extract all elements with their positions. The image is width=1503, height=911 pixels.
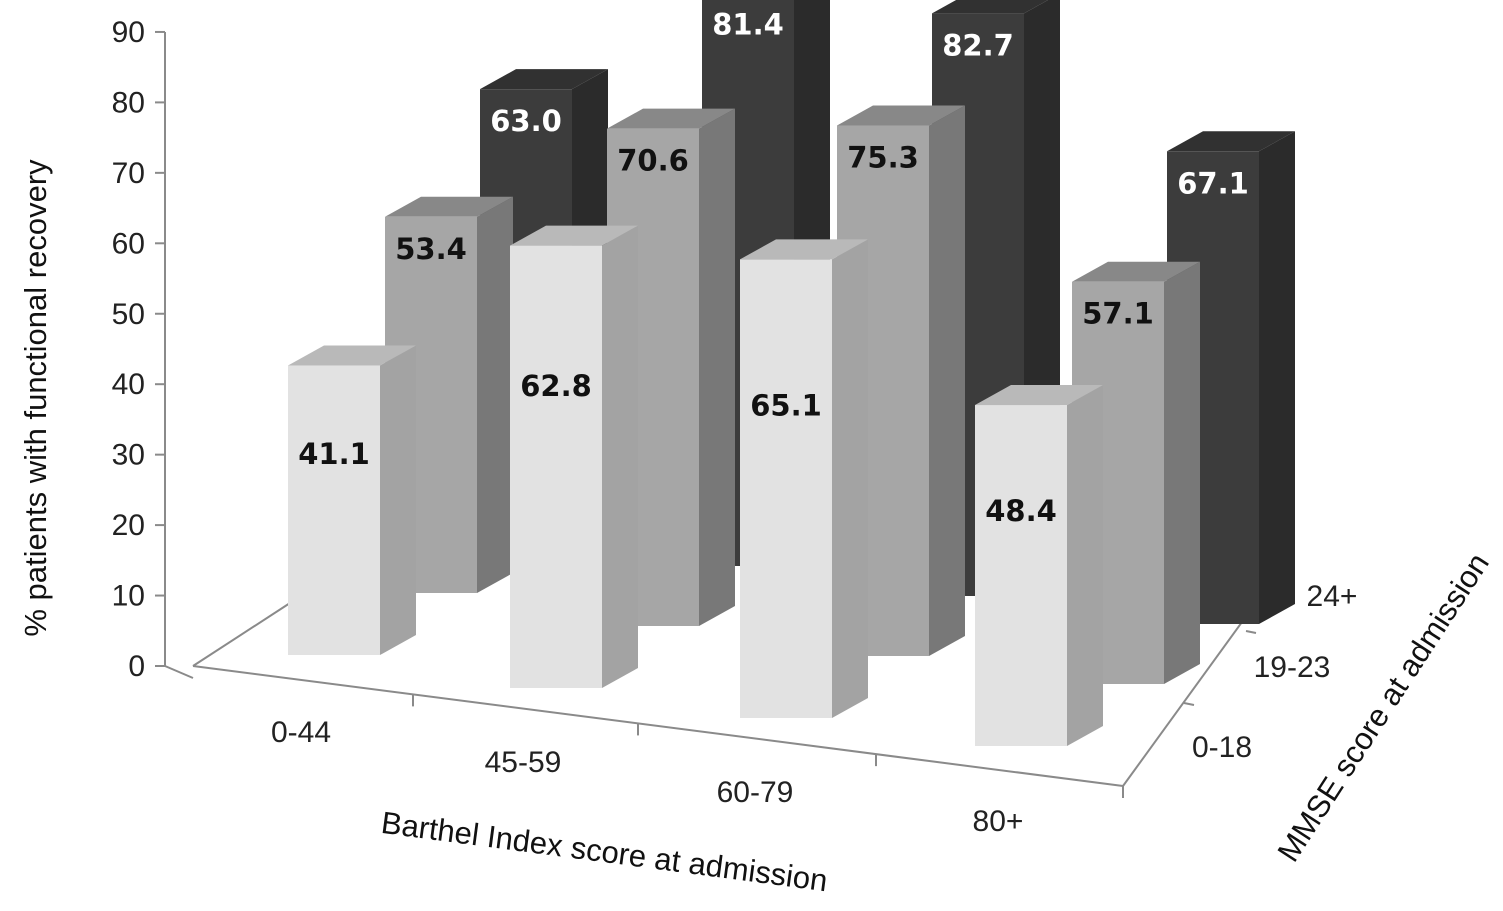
series-tick-label: 19-23 (1254, 651, 1331, 684)
bar-side (929, 105, 965, 657)
bar-top (740, 239, 868, 260)
bar-top (288, 345, 416, 366)
y-tick-label: 20 (112, 509, 145, 542)
x-axis-ticks: 0-44 45-59 60-79 80+ (271, 694, 1124, 838)
x-tick-label: 0-44 (271, 716, 331, 749)
bar-side (1164, 261, 1200, 684)
series-axis-ticks: 0-18 19-23 24+ (1183, 580, 1358, 764)
y-axis-ticks: 0 10 20 30 40 50 60 70 80 90 (112, 16, 165, 683)
y-axis-title: % patients with functional recovery (18, 159, 53, 637)
y-tick-label: 60 (112, 227, 145, 260)
bar-side (477, 196, 513, 593)
bar-top (837, 105, 965, 126)
series-tick-mark (1183, 702, 1195, 706)
bar-top (607, 108, 735, 129)
bar: 65.1 (740, 239, 868, 719)
series-axis-title: MMSE score at admission (1270, 547, 1495, 868)
floor-left-edge (192, 602, 291, 667)
bar-top (510, 225, 638, 246)
bar-front (288, 365, 380, 655)
bar-side (1067, 385, 1103, 746)
bar: 41.1 (288, 345, 416, 655)
bar-top (1072, 261, 1200, 282)
bar-top (1167, 131, 1295, 152)
y-tick-label: 90 (112, 16, 145, 49)
bar-front (510, 245, 602, 688)
y-tick-label: 50 (112, 298, 145, 331)
bar-side (380, 345, 416, 655)
x-axis-line (192, 665, 1124, 787)
y-tick-label: 0 (128, 650, 145, 683)
bars: 63.0 81.4 82.7 67.1 53.4 70.6 75.3 57.1 41.1 62.8… (288, 0, 1295, 746)
bar-value-label: 81.4 (712, 8, 784, 42)
y-tick-label: 80 (112, 86, 145, 119)
series-tick-label: 0-18 (1192, 731, 1252, 764)
bar-value-label: 53.4 (395, 232, 467, 266)
y-tick-label: 40 (112, 368, 145, 401)
bar-top (932, 0, 1049, 14)
bar-value-label: 82.7 (942, 28, 1014, 62)
bar-value-label: 57.1 (1082, 297, 1154, 331)
bar-value-label: 63.0 (490, 104, 562, 138)
x-axis-title: Barthel Index score at admission (379, 805, 829, 898)
bar-value-label: 41.1 (298, 437, 370, 471)
bar-front (740, 259, 832, 718)
bar: 48.4 (975, 385, 1103, 746)
bar-top (975, 385, 1103, 406)
bar-top (480, 69, 608, 90)
bar-front (975, 405, 1067, 746)
y-tick-label: 30 (112, 439, 145, 472)
bar-value-label: 70.6 (617, 144, 689, 178)
bar-top (385, 196, 513, 217)
bar: 62.8 (510, 225, 638, 688)
series-tick-label: 24+ (1307, 580, 1358, 613)
y-tick-label: 70 (112, 157, 145, 190)
y-axis-back-line (164, 665, 194, 679)
bar-value-label: 75.3 (847, 141, 919, 175)
series-tick-mark (1245, 630, 1257, 634)
bar-value-label: 67.1 (1177, 166, 1249, 200)
x-tick-label: 45-59 (485, 746, 562, 779)
bar-side (832, 239, 868, 719)
bar-value-label: 65.1 (750, 388, 822, 422)
bar-side (699, 108, 735, 627)
y-tick-label: 10 (112, 580, 145, 613)
bar-value-label: 62.8 (520, 369, 592, 403)
bar-value-label: 48.4 (985, 494, 1057, 528)
bar-side (602, 225, 638, 688)
x-tick-label: 60-79 (717, 776, 794, 809)
bar-side (1259, 131, 1295, 624)
x-tick-label: 80+ (973, 805, 1024, 838)
